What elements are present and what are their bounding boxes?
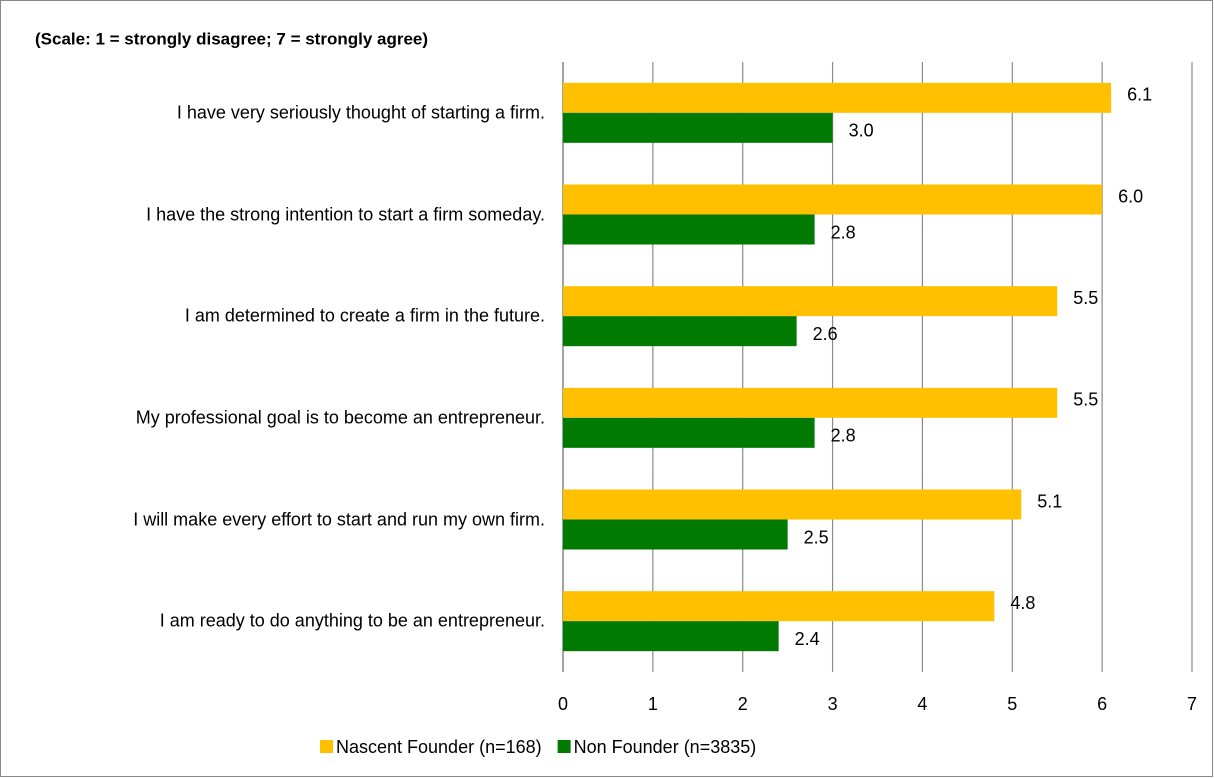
data-label: 2.6 xyxy=(813,324,838,344)
data-label: 3.0 xyxy=(849,121,874,141)
data-label: 2.5 xyxy=(804,527,829,547)
category-label: I am ready to do anything to be an entre… xyxy=(159,610,545,631)
bar xyxy=(563,489,1022,520)
chart-title: (Scale: 1 = strongly disagree; 7 = stron… xyxy=(35,29,428,48)
bar xyxy=(563,591,995,622)
x-tick-label: 3 xyxy=(828,694,838,714)
data-label: 5.5 xyxy=(1073,390,1098,410)
data-label: 4.8 xyxy=(1010,593,1035,613)
data-label: 5.5 xyxy=(1073,288,1098,308)
bar xyxy=(563,316,797,347)
x-tick-label: 2 xyxy=(738,694,748,714)
bar xyxy=(563,519,788,550)
data-label: 6.1 xyxy=(1127,85,1152,105)
bar xyxy=(563,112,833,143)
x-tick-label: 5 xyxy=(1007,694,1017,714)
category-label: I will make every effort to start and ru… xyxy=(133,509,545,529)
x-tick-label: 0 xyxy=(558,694,568,714)
x-tick-label: 7 xyxy=(1187,694,1197,714)
legend-swatch xyxy=(320,740,333,753)
bar xyxy=(563,387,1058,418)
data-label: 6.0 xyxy=(1118,186,1143,206)
bar xyxy=(563,621,779,652)
data-label: 2.8 xyxy=(831,222,856,242)
category-label: I have the strong intention to start a f… xyxy=(146,204,545,224)
x-tick-label: 6 xyxy=(1097,694,1107,714)
legend-label: Non Founder (n=3835) xyxy=(574,737,757,757)
category-label: I am determined to create a firm in the … xyxy=(184,305,545,326)
bar xyxy=(563,417,815,448)
bar xyxy=(563,286,1058,317)
legend-label: Nascent Founder (n=168) xyxy=(336,737,542,757)
bar xyxy=(563,184,1103,215)
data-label: 5.1 xyxy=(1037,491,1062,511)
legend-swatch xyxy=(557,740,571,753)
bar xyxy=(563,82,1112,113)
category-label: I have very seriously thought of startin… xyxy=(176,102,545,123)
category-label: My professional goal is to become an ent… xyxy=(135,407,545,428)
x-tick-label: 4 xyxy=(917,694,927,714)
data-label: 2.8 xyxy=(831,426,856,446)
x-tick-label: 1 xyxy=(648,694,658,714)
bar xyxy=(563,214,815,245)
data-label: 2.4 xyxy=(795,629,820,649)
